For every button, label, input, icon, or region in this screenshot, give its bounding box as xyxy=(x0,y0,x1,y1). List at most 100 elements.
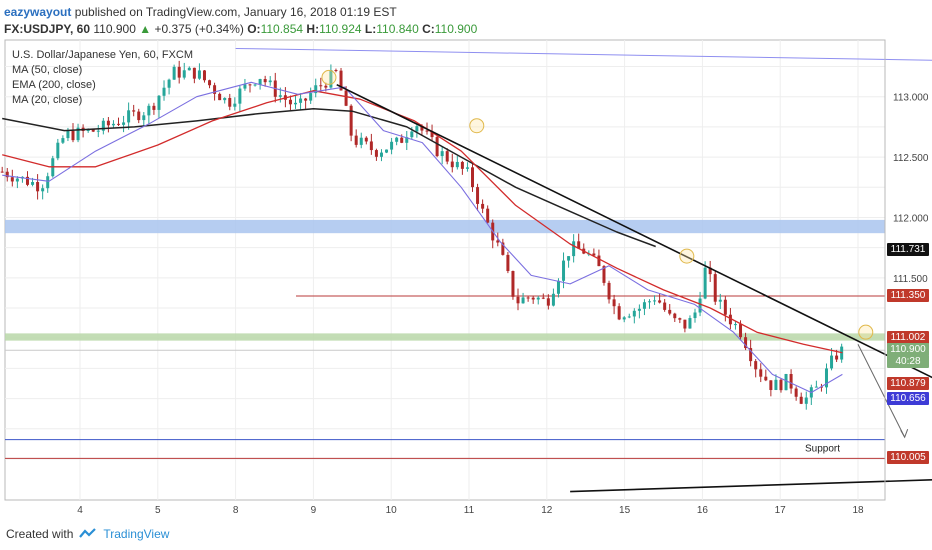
blue-zone xyxy=(5,219,885,234)
candle-body xyxy=(86,129,90,131)
candle-body xyxy=(223,97,227,101)
grid xyxy=(4,39,886,501)
candle-body xyxy=(96,130,100,132)
candle-body xyxy=(511,271,515,297)
candle-body xyxy=(622,317,626,320)
candle-body xyxy=(167,79,171,88)
candle-body xyxy=(501,242,505,255)
candle-body xyxy=(390,141,394,150)
symbol-label: FX:USDJPY, 60 xyxy=(4,22,91,36)
candle-body xyxy=(76,127,80,141)
candle-body xyxy=(233,103,237,107)
candle-body xyxy=(329,70,333,88)
candle-body xyxy=(258,79,262,85)
candle-body xyxy=(106,120,110,126)
close-label: C: xyxy=(422,22,435,36)
author-name[interactable]: eazywayout xyxy=(4,5,72,19)
candle-body xyxy=(769,380,773,391)
x-tick-label: 15 xyxy=(619,505,631,516)
candle-body xyxy=(592,253,596,256)
legend-ema200[interactable]: EMA (200, close) xyxy=(12,79,96,91)
candle-body xyxy=(147,105,151,116)
candle-body xyxy=(465,167,469,169)
candle-body xyxy=(799,396,803,404)
x-tick-label: 12 xyxy=(541,505,553,516)
trendlines xyxy=(235,47,932,493)
candle-body xyxy=(521,297,525,304)
candle-body xyxy=(668,309,672,314)
trendline xyxy=(570,479,932,493)
open-value: 110.854 xyxy=(260,22,304,36)
candle-body xyxy=(243,84,247,89)
high-label: H: xyxy=(306,22,320,36)
candle-body xyxy=(450,161,454,168)
candle-body xyxy=(476,187,480,204)
touch-point-marker xyxy=(469,118,485,134)
candle-body xyxy=(471,167,475,188)
candle-body xyxy=(152,105,156,110)
candle-body xyxy=(314,85,318,94)
candle-body xyxy=(425,130,429,132)
candle-body xyxy=(572,241,576,257)
candle-body xyxy=(663,302,667,310)
candle-body xyxy=(637,308,641,311)
candle-body xyxy=(334,70,338,72)
x-tick-label: 17 xyxy=(775,505,787,516)
candle-body xyxy=(693,312,697,319)
candle-body xyxy=(172,66,176,80)
candle-body xyxy=(208,80,212,86)
x-tick-label: 4 xyxy=(77,505,83,516)
candle-body xyxy=(460,161,464,169)
tradingview-brand[interactable]: TradingView xyxy=(103,527,170,541)
candle-body xyxy=(182,70,186,78)
candle-body xyxy=(25,176,29,185)
candle-body xyxy=(602,266,606,283)
candle-body xyxy=(708,267,712,275)
candle-body xyxy=(531,297,535,300)
candle-body xyxy=(56,142,60,159)
up-arrow-icon: ▲ xyxy=(139,22,152,36)
candle-body xyxy=(627,316,631,318)
candle-body xyxy=(562,260,566,281)
candle-body xyxy=(15,178,19,182)
candle-body xyxy=(162,87,166,96)
candle-body xyxy=(541,297,545,299)
candle-body xyxy=(420,126,424,131)
legend-ma20[interactable]: MA (20, close) xyxy=(12,94,83,106)
candle-body xyxy=(71,130,75,141)
price-label: 110.656 xyxy=(887,391,929,405)
published-text: published on TradingView.com, January 16… xyxy=(74,5,397,19)
candle-body xyxy=(688,318,692,329)
price-label: 111.731 xyxy=(887,242,929,256)
candle-body xyxy=(698,298,702,313)
candle-body xyxy=(673,313,677,319)
legend-ma50[interactable]: MA (50, close) xyxy=(12,64,83,76)
candle-body xyxy=(369,141,373,151)
candle-body xyxy=(814,386,818,388)
candle-body xyxy=(440,151,444,157)
candle-body xyxy=(111,123,115,126)
chart-legend: U.S. Dollar/Japanese Yen, 60, FXCM MA (5… xyxy=(12,48,193,108)
candle-body xyxy=(405,137,409,143)
price-label: 110.005 xyxy=(887,451,929,465)
candle-body xyxy=(546,298,550,306)
candle-body xyxy=(683,319,687,329)
candle-body xyxy=(551,293,555,306)
price-change: +0.375 (+0.34%) xyxy=(154,22,244,36)
green-zone xyxy=(5,333,885,341)
candle-body xyxy=(253,84,257,86)
candle-body xyxy=(278,95,282,97)
candle-body xyxy=(481,203,485,209)
created-with-text: Created with xyxy=(6,527,74,541)
axes: 4 5 8 9 10 11 12 15 16 17 18 113.000 112.500 112.000 1… xyxy=(77,40,929,516)
candle-body xyxy=(177,66,181,78)
ema200-line xyxy=(2,108,656,248)
candle-body xyxy=(410,131,414,138)
candle-body xyxy=(0,171,4,173)
x-tick-label: 16 xyxy=(697,505,709,516)
candle-body xyxy=(744,337,748,349)
candle-body xyxy=(192,67,196,79)
y-tick-label: 112.000 xyxy=(893,213,929,224)
candle-body xyxy=(774,379,778,391)
